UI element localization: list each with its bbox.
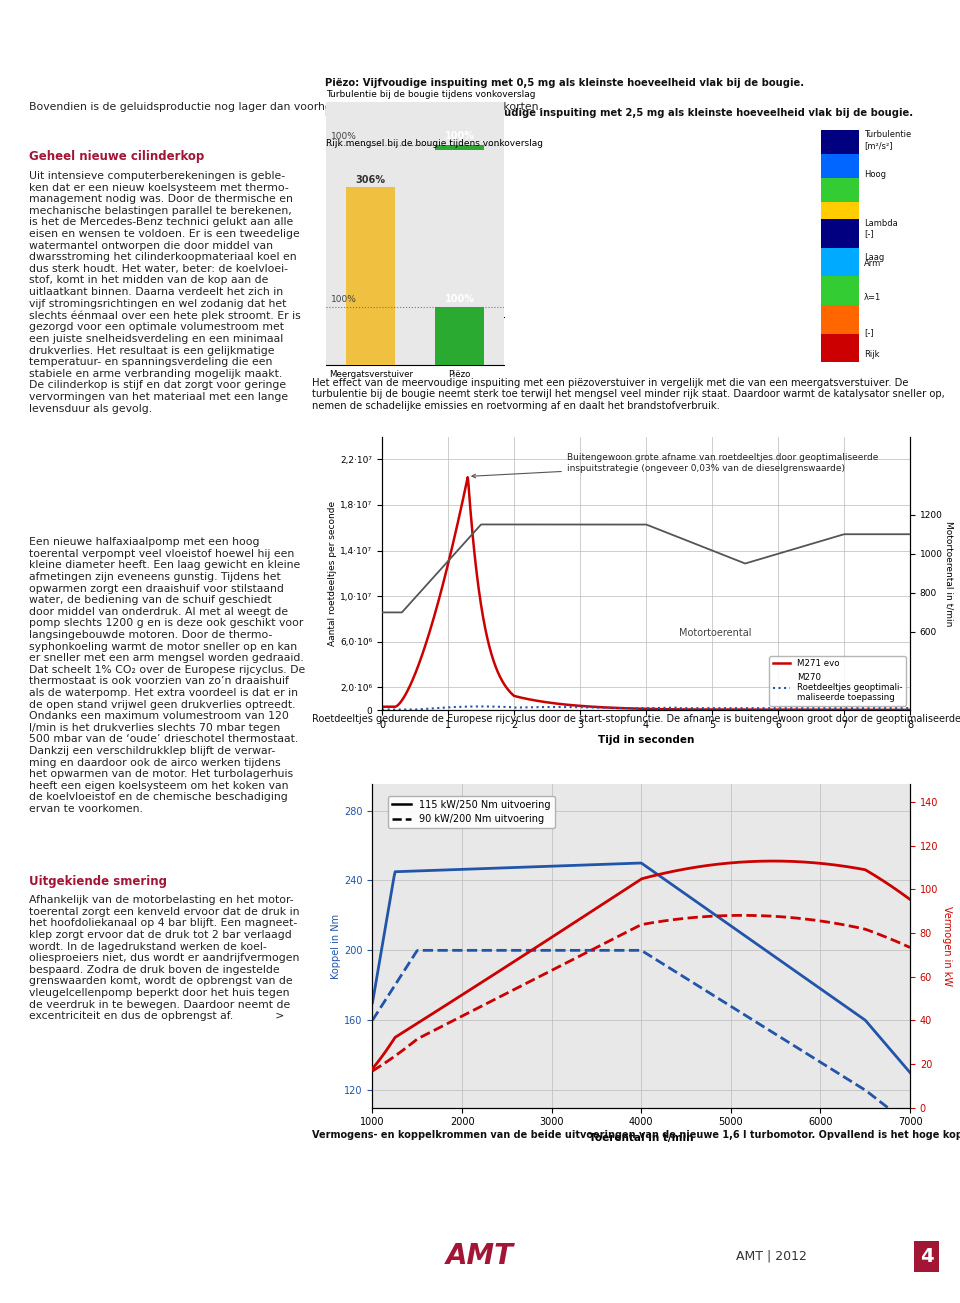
Text: Piëzo: Vijfvoudige inspuiting met 0,5 mg als kleinste hoeveelheid vlak bij de bo: Piëzo: Vijfvoudige inspuiting met 0,5 mg… [324,78,804,87]
Text: Een nieuwe halfaxiaalpomp met een hoog
toerental verpompt veel vloeistof hoewel : Een nieuwe halfaxiaalpomp met een hoog t… [29,537,305,814]
Text: Vermogens- en koppelkrommen van de beide uitvoeringen van de nieuwe 1,6 l turbom: Vermogens- en koppelkrommen van de beide… [312,1130,960,1140]
Bar [347,263,396,317]
Text: Uitgekiende smering: Uitgekiende smering [29,876,167,889]
Text: Laag: Laag [864,253,884,262]
X-axis label: Toerental in t/min: Toerental in t/min [589,1132,693,1143]
Text: 306%: 306% [356,175,386,185]
Text: Rijk: Rijk [864,351,879,360]
Text: Meervoudige verstuiver: Drievoudige inspuiting met 2,5 mg als kleinste hoeveelhe: Meervoudige verstuiver: Drievoudige insp… [324,108,913,119]
Y-axis label: Koppel in Nm: Koppel in Nm [331,913,342,979]
Text: Rijk mengsel bij de bougie tijdens vonkoverslag: Rijk mengsel bij de bougie tijdens vonko… [326,138,543,147]
Bar [821,154,859,179]
Text: λ=1: λ=1 [864,293,881,302]
Bar [435,145,484,317]
Text: Het effect van de meervoudige inspuiting met een piëzoverstuiver in vergelijk me: Het effect van de meervoudige inspuiting… [312,378,945,410]
Bar [821,130,859,154]
Bar [821,305,859,334]
Bar [821,219,859,248]
Text: Bovendien is de geluidsproductie nog lager dan voorheen zonder de levensduur te : Bovendien is de geluidsproductie nog lag… [29,102,541,112]
Text: 100%: 100% [331,132,357,141]
Text: 31%: 31% [359,250,382,259]
Bar [821,248,859,276]
Bar [821,225,859,250]
Text: Hoog: Hoog [864,171,886,180]
Bar [821,202,859,225]
Legend: M271 evo, M270
Roetdeeltjes geoptimali-
maliseerde toepassing: M271 evo, M270 Roetdeeltjes geoptimali- … [769,655,906,706]
Text: Lambda
[-]: Lambda [-] [864,219,898,238]
Y-axis label: Motortoerental in t/min: Motortoerental in t/min [945,521,954,625]
Text: Afhankelijk van de motorbelasting en het motor-
toerental zorgt een kenveld ervo: Afhankelijk van de motorbelasting en het… [29,895,300,1022]
Text: 100%: 100% [444,294,474,305]
Text: [-]: [-] [864,328,874,337]
Text: AMT | 2012: AMT | 2012 [735,1250,806,1263]
Text: Arm: Arm [864,259,881,268]
Bar [821,179,859,202]
X-axis label: Tijd in seconden: Tijd in seconden [598,735,694,745]
Text: Turbulentie bij de bougie tijdens vonkoverslag: Turbulentie bij de bougie tijdens vonkov… [326,90,536,99]
Text: Geheel nieuwe cilinderkop: Geheel nieuwe cilinderkop [29,150,204,163]
Text: Buitengewoon grote afname van roetdeeltjes door geoptimaliseerde
inspuitstrategi: Buitengewoon grote afname van roetdeeltj… [472,453,878,478]
Text: 4: 4 [920,1247,933,1267]
Text: 100%: 100% [331,296,357,305]
Y-axis label: Aantal roetdeeltjes per seconde: Aantal roetdeeltjes per seconde [328,500,337,646]
Bar [821,334,859,362]
Text: Turbulentie
[m²/s²]: Turbulentie [m²/s²] [864,130,911,150]
Text: Uit intensieve computerberekeningen is geble-
ken dat er een nieuw koelsysteem m: Uit intensieve computerberekeningen is g… [29,171,300,413]
Text: Motortoerental: Motortoerental [679,628,752,638]
Text: Roetdeeltjes gedurende de Europese rijcyclus door de start-stopfunctie. De afnam: Roetdeeltjes gedurende de Europese rijcy… [312,714,960,724]
Legend: 115 kW/250 Nm uitvoering, 90 kW/200 Nm uitvoering: 115 kW/250 Nm uitvoering, 90 kW/200 Nm u… [388,796,555,829]
Text: 100%: 100% [444,132,474,141]
Bar [347,188,396,365]
Bar [435,306,484,365]
Y-axis label: Vermogen in kW: Vermogen in kW [942,906,952,986]
Bar [821,250,859,274]
Bar [821,276,859,305]
Text: AMT: AMT [446,1243,514,1270]
